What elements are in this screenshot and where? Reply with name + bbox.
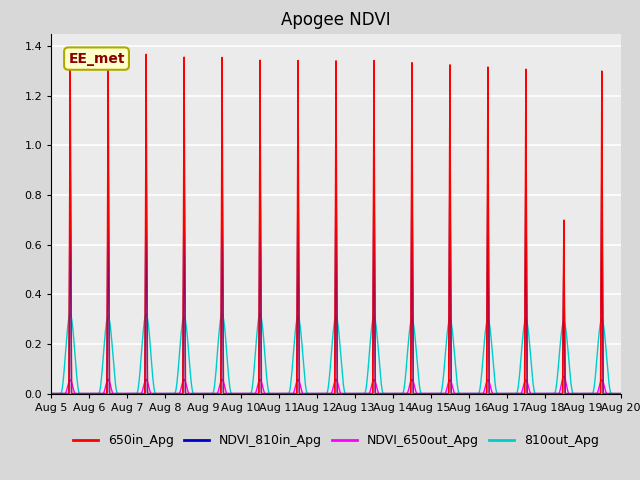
810out_Apg	[184, 341, 192, 347]
810out_Apg	[65, 313, 73, 319]
650in_Apg	[349, 391, 356, 396]
810out_Apg	[172, 386, 180, 392]
650in_Apg	[65, 268, 73, 274]
NDVI_810in_Apg	[184, 391, 192, 396]
650in_Apg	[172, 391, 180, 396]
NDVI_810in_Apg	[67, 140, 74, 146]
NDVI_650out_Apg	[541, 391, 549, 396]
NDVI_650out_Apg	[109, 391, 117, 396]
810out_Apg	[47, 391, 55, 396]
Line: 810out_Apg: 810out_Apg	[51, 314, 621, 394]
650in_Apg	[541, 391, 549, 396]
810out_Apg	[67, 311, 74, 317]
650in_Apg	[67, 48, 74, 54]
810out_Apg	[617, 391, 625, 396]
NDVI_810in_Apg	[65, 319, 73, 324]
NDVI_810in_Apg	[47, 391, 55, 396]
Text: EE_met: EE_met	[68, 51, 125, 66]
NDVI_650out_Apg	[617, 391, 625, 396]
NDVI_810in_Apg	[541, 391, 549, 396]
810out_Apg	[349, 391, 356, 396]
650in_Apg	[184, 391, 192, 396]
NDVI_810in_Apg	[109, 391, 117, 396]
650in_Apg	[617, 391, 625, 396]
NDVI_650out_Apg	[184, 388, 192, 394]
NDVI_650out_Apg	[172, 391, 180, 396]
Line: NDVI_650out_Apg: NDVI_650out_Apg	[51, 376, 621, 394]
NDVI_650out_Apg	[560, 373, 568, 379]
NDVI_810in_Apg	[617, 391, 625, 396]
NDVI_810in_Apg	[349, 391, 356, 396]
Title: Apogee NDVI: Apogee NDVI	[281, 11, 391, 29]
NDVI_650out_Apg	[65, 378, 73, 384]
NDVI_650out_Apg	[47, 391, 55, 396]
NDVI_810in_Apg	[172, 391, 180, 396]
Legend: 650in_Apg, NDVI_810in_Apg, NDVI_650out_Apg, 810out_Apg: 650in_Apg, NDVI_810in_Apg, NDVI_650out_A…	[68, 429, 604, 452]
810out_Apg	[109, 357, 117, 363]
Line: 650in_Apg: 650in_Apg	[51, 51, 621, 394]
650in_Apg	[47, 391, 55, 396]
650in_Apg	[109, 391, 117, 396]
Line: NDVI_810in_Apg: NDVI_810in_Apg	[51, 143, 621, 394]
810out_Apg	[541, 391, 549, 396]
NDVI_650out_Apg	[349, 391, 356, 396]
